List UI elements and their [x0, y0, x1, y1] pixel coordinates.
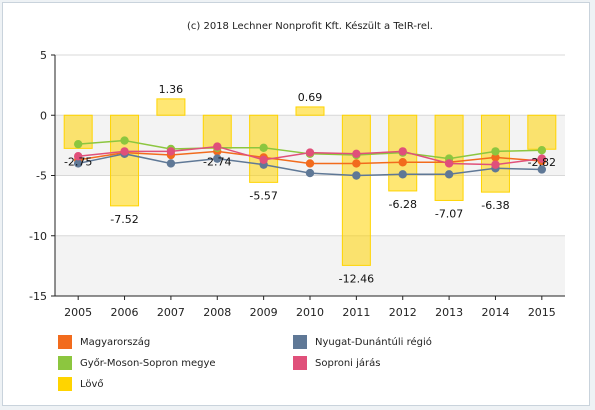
legend-label: Nyugat-Dunántúli régió [315, 336, 432, 348]
legend-swatch [58, 377, 72, 391]
legend-swatch [58, 335, 72, 349]
legend-item-magyarorszag[interactable]: Magyarország [58, 334, 150, 350]
bar [156, 98, 186, 116]
bar-data-label: -6.28 [388, 198, 416, 211]
series-point [491, 160, 500, 169]
bar-data-label: 1.36 [159, 83, 184, 96]
y-tick-label: -15 [29, 290, 47, 303]
bar [110, 114, 140, 207]
x-tick-label: 2008 [203, 306, 231, 319]
series-point [259, 143, 268, 152]
chart-title: (c) 2018 Lechner Nonprofit Kft. Készült … [187, 20, 433, 32]
legend-swatch [293, 356, 307, 370]
bar-data-label: -12.46 [339, 272, 374, 285]
x-tick-label: 2006 [111, 306, 139, 319]
series-point [537, 165, 547, 174]
series-point [73, 139, 83, 149]
bar-data-label: -7.52 [110, 213, 138, 226]
legend-item-nyugat-dunantuli-regio[interactable]: Nyugat-Dunántúli régió [293, 334, 432, 350]
series-point [444, 170, 454, 179]
y-tick-label: 5 [40, 49, 47, 62]
series-point [537, 154, 547, 163]
grid-band [55, 235, 565, 296]
x-tick-label: 2014 [481, 306, 509, 319]
bar [341, 114, 371, 266]
series-point [213, 154, 222, 163]
series-point [352, 171, 361, 180]
series-point [398, 147, 407, 156]
legend-label: Győr-Moson-Sopron megye [80, 357, 216, 369]
series-point [352, 149, 361, 159]
legend-item-gyor-moson-sopron-megye[interactable]: Győr-Moson-Sopron megye [58, 355, 216, 371]
series-point [120, 147, 129, 156]
bar-data-label: -2.82 [528, 156, 556, 169]
legend-item-soproni-jaras[interactable]: Soproni járás [293, 355, 380, 371]
x-tick-label: 2013 [435, 306, 463, 319]
x-tick-label: 2015 [528, 306, 556, 319]
bar-data-label: -6.38 [481, 199, 509, 212]
y-tick-label: -5 [36, 170, 47, 183]
series-point [537, 145, 547, 155]
series-point [73, 159, 83, 168]
series-point [444, 159, 454, 168]
bar [527, 114, 557, 150]
series-point [213, 142, 222, 151]
x-tick-label: 2009 [250, 306, 278, 319]
series-point [259, 155, 268, 165]
series-point [398, 170, 407, 179]
series-point [166, 159, 176, 168]
legend-label: Magyarország [80, 336, 151, 348]
x-tick-label: 2010 [296, 306, 324, 319]
legend: Magyarország Nyugat-Dunántúli régió Győr… [58, 334, 578, 404]
bar-data-label: -5.57 [249, 189, 277, 202]
series-point [491, 153, 500, 162]
series-point [305, 168, 315, 178]
x-tick-label: 2012 [389, 306, 417, 319]
bar-data-label: 0.69 [298, 91, 323, 104]
bar-data-label: -7.07 [435, 207, 463, 220]
legend-swatch [293, 335, 307, 349]
x-tick-label: 2011 [342, 306, 370, 319]
y-tick-label: -10 [29, 230, 47, 243]
bar [295, 106, 325, 116]
legend-label: Lövő [80, 378, 104, 390]
legend-item-lovo[interactable]: Lövő [58, 376, 104, 392]
series-point [398, 158, 407, 167]
legend-swatch [58, 356, 72, 370]
series-point [120, 136, 129, 145]
x-tick-label: 2005 [64, 306, 92, 319]
series-point [305, 159, 315, 168]
y-tick-label: 0 [40, 109, 47, 122]
series-point [73, 152, 83, 161]
plot-area: 5 0 -5 -10 -15 2005 2006 2007 2008 2009 2010 2011 20… [29, 49, 565, 319]
series-point [305, 148, 315, 157]
bar-data-label: -2.75 [64, 155, 92, 168]
series-point [491, 147, 500, 156]
series-point [352, 159, 361, 168]
series-point [166, 147, 176, 156]
bar-data-label: -2.74 [203, 155, 231, 168]
legend-label: Soproni járás [315, 357, 381, 369]
x-tick-label: 2007 [157, 306, 185, 319]
